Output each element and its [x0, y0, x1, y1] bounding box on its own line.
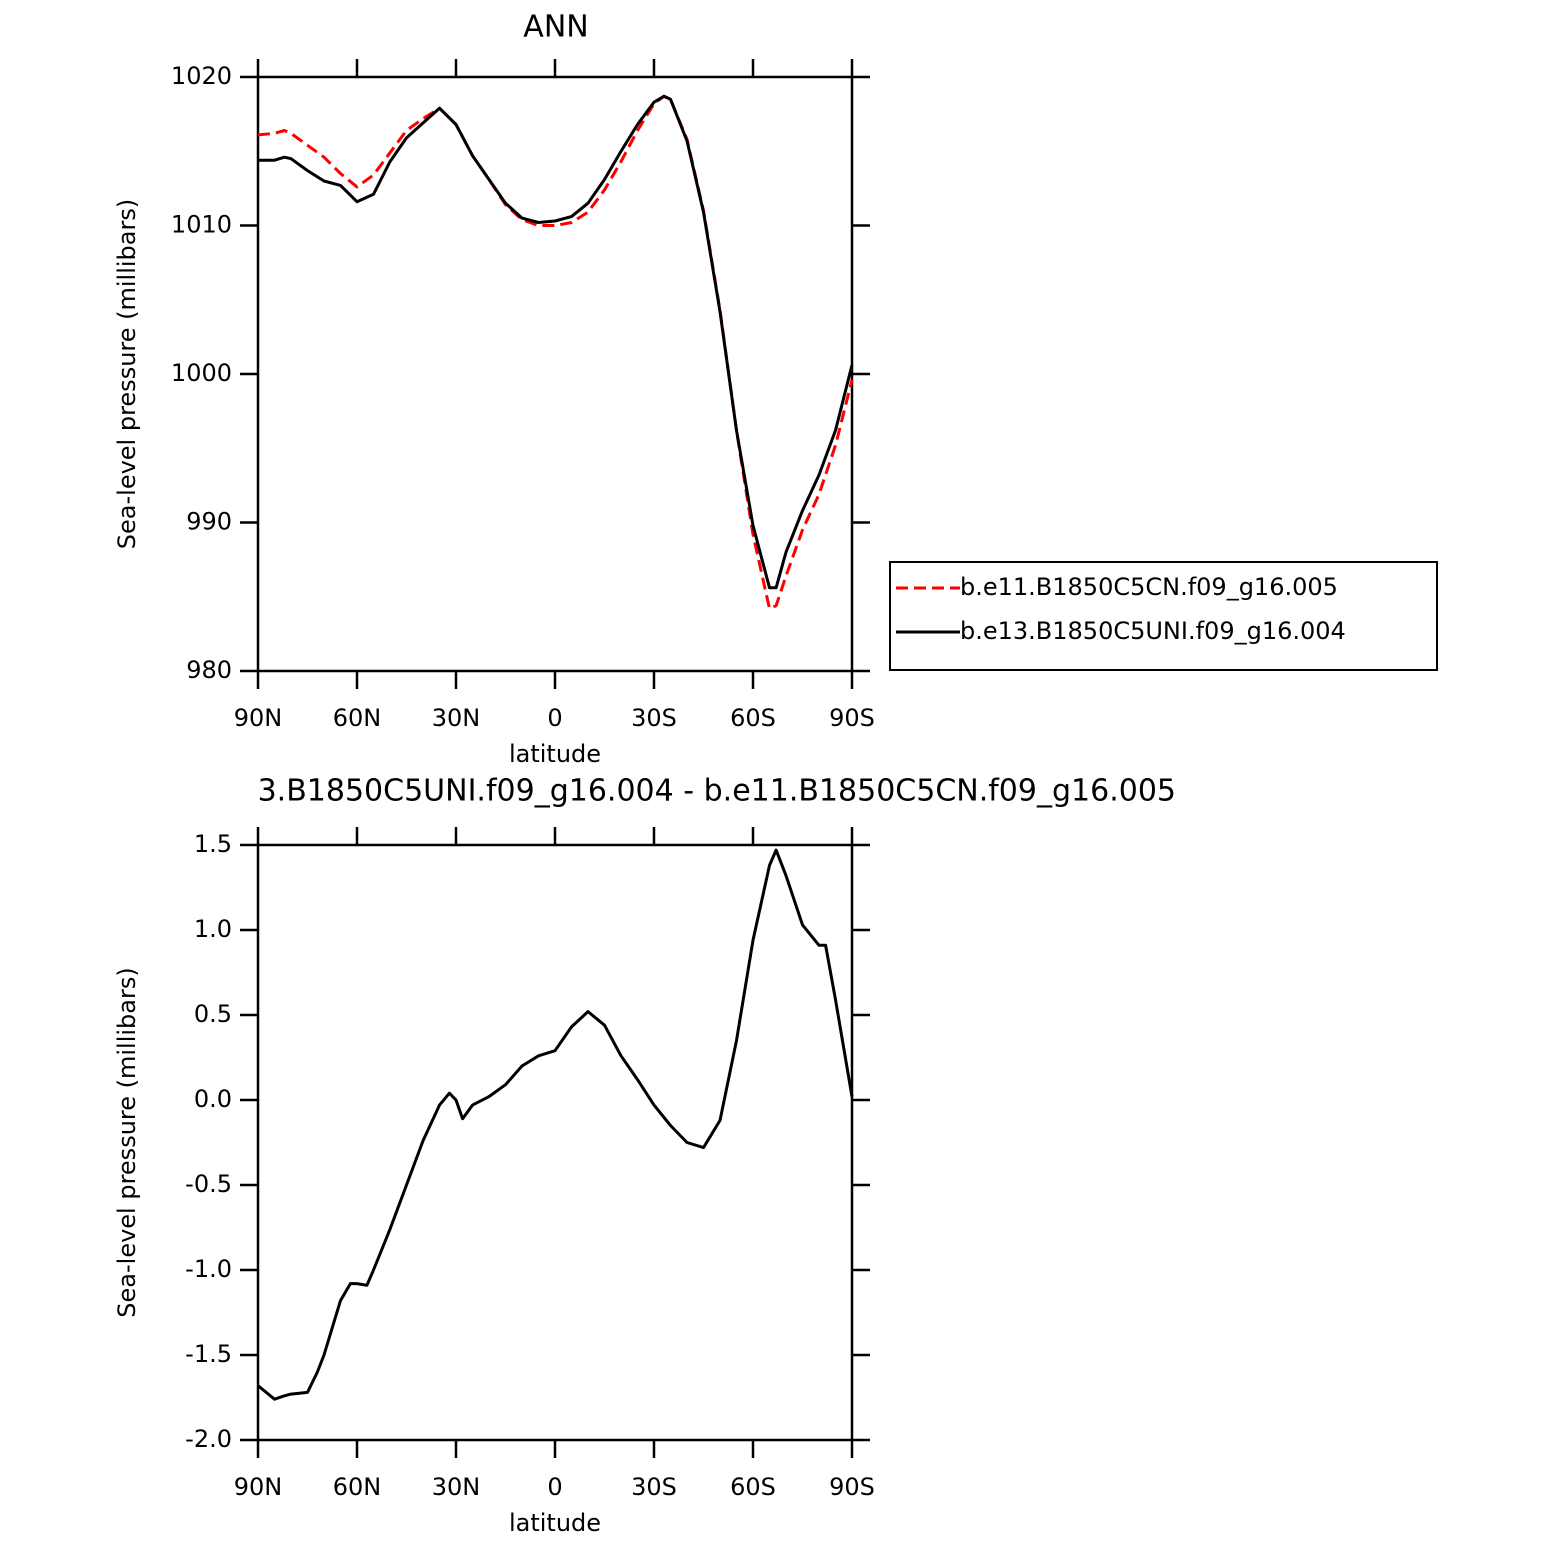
series-line: [257, 848, 854, 1401]
legend-label: b.e13.B1850C5UNI.f09_g16.004: [960, 617, 1346, 645]
series-line: [258, 94, 854, 590]
legend-label: b.e11.B1850C5CN.f09_g16.005: [960, 573, 1338, 601]
y-tick-label: 1010: [171, 211, 232, 239]
x-tick-label: 0: [547, 704, 562, 732]
x-tick-label: 0: [547, 1473, 562, 1501]
y-tick-label: 990: [186, 508, 232, 536]
x-tick-label: 90N: [234, 704, 283, 732]
x-tick-label: 60N: [333, 1473, 382, 1501]
y-tick-label: -1.5: [185, 1340, 232, 1368]
x-tick-label: 90N: [234, 1473, 283, 1501]
x-tick-label: 60N: [333, 704, 382, 732]
y-axis-label: Sea-level pressure (millibars): [113, 967, 141, 1317]
y-tick-label: -1.0: [185, 1255, 232, 1283]
y-tick-label: 1000: [171, 359, 232, 387]
x-tick-label: 60S: [730, 1473, 776, 1501]
x-tick-label: 30N: [432, 704, 481, 732]
y-tick-label: 1020: [171, 62, 232, 90]
y-tick-label: 1.5: [194, 830, 232, 858]
legend-box: [889, 561, 1438, 671]
y-tick-label: 0.5: [194, 1000, 232, 1028]
y-tick-label: -0.5: [185, 1170, 232, 1198]
x-tick-label: 30S: [631, 704, 677, 732]
x-axis-label: latitude: [509, 740, 601, 768]
y-tick-label: -2.0: [185, 1425, 232, 1453]
chart-title: ANN: [523, 10, 588, 45]
y-tick-label: 1.0: [194, 915, 232, 943]
y-tick-label: 980: [186, 656, 232, 684]
series-line: [257, 94, 854, 611]
x-tick-label: 90S: [829, 704, 875, 732]
x-axis-label: latitude: [509, 1509, 601, 1537]
x-tick-label: 30S: [631, 1473, 677, 1501]
x-tick-label: 30N: [432, 1473, 481, 1501]
y-tick-label: 0.0: [194, 1085, 232, 1113]
y-axis-label: Sea-level pressure (millibars): [113, 199, 141, 549]
chart-title: 3.B1850C5UNI.f09_g16.004 - b.e11.B1850C5…: [258, 774, 1176, 809]
x-tick-label: 90S: [829, 1473, 875, 1501]
plot-frame: [256, 843, 854, 1442]
x-tick-label: 60S: [730, 704, 776, 732]
